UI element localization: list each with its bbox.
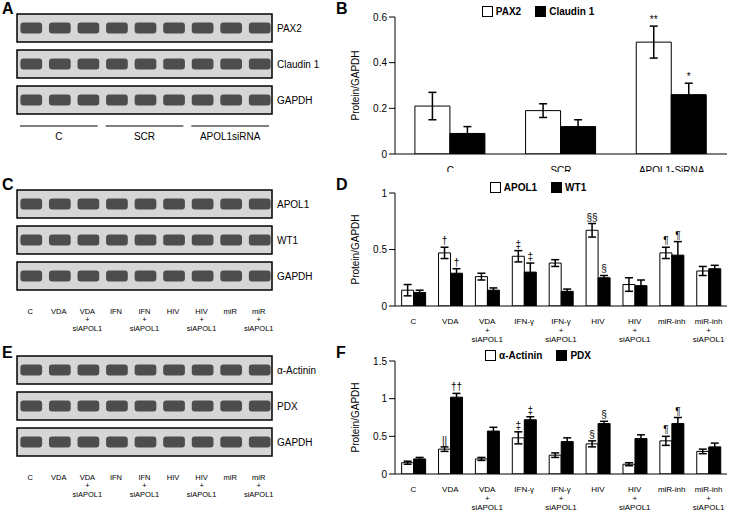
- html-text:APOL1: APOL1: [503, 182, 538, 193]
- svg-text:HIV: HIV: [167, 473, 180, 482]
- svg-text:IFN-γ+siAPOL1: IFN-γ+siAPOL1: [545, 317, 577, 344]
- svg-text:C: C: [411, 317, 417, 326]
- svg-text:APOL1-SiRNA: APOL1-SiRNA: [639, 165, 705, 172]
- svg-text:PAX2: PAX2: [277, 23, 302, 34]
- svg-text:0.2: 0.2: [373, 103, 387, 114]
- svg-text:||: ||: [442, 435, 447, 446]
- svg-text:miR+siAPOL1: miR+siAPOL1: [244, 307, 274, 333]
- svg-text:C: C: [447, 165, 454, 172]
- svg-text:HIV+siAPOL1: HIV+siAPOL1: [619, 317, 651, 344]
- svg-text:VDA+siAPOL1: VDA+siAPOL1: [73, 473, 103, 499]
- svg-text:IFN+siAPOL1: IFN+siAPOL1: [130, 307, 160, 333]
- svg-text:0.6: 0.6: [373, 12, 387, 23]
- svg-text:†: †: [454, 257, 460, 268]
- html-text:B: B: [336, 0, 348, 17]
- svg-text:PDX: PDX: [277, 401, 298, 412]
- svg-text:HIV: HIV: [167, 307, 180, 316]
- svg-text:‡: ‡: [528, 405, 534, 416]
- svg-text:§: §: [601, 263, 607, 274]
- svg-text:¶: ¶: [675, 406, 680, 417]
- svg-text:IFN-γ: IFN-γ: [514, 485, 534, 494]
- svg-text:‡: ‡: [516, 239, 522, 250]
- svg-text:0.5: 0.5: [373, 431, 387, 442]
- svg-text:SCR: SCR: [134, 131, 155, 142]
- svg-text:1: 1: [381, 188, 387, 199]
- svg-text:IFN: IFN: [110, 307, 122, 316]
- svg-text:1.5: 1.5: [373, 356, 387, 367]
- svg-text:0.5: 0.5: [373, 244, 387, 255]
- svg-text:‡: ‡: [516, 420, 522, 431]
- html-text:D: D: [336, 176, 348, 193]
- svg-text:miR+siAPOL1: miR+siAPOL1: [244, 473, 274, 499]
- svg-text:HIV+siAPOL1: HIV+siAPOL1: [619, 485, 651, 512]
- svg-text:Protein/GAPDH: Protein/GAPDH: [350, 382, 361, 452]
- svg-text:VDA+siAPOL1: VDA+siAPOL1: [471, 317, 503, 344]
- svg-text:††: ††: [451, 381, 462, 392]
- svg-text:HIV+siAPOL1: HIV+siAPOL1: [187, 473, 217, 499]
- svg-text:1: 1: [381, 393, 387, 404]
- html-text:α-Actinin: α-Actinin: [499, 350, 543, 361]
- html-text:A: A: [2, 0, 14, 17]
- svg-text:§§: §§: [587, 212, 598, 223]
- svg-text:C: C: [28, 473, 34, 482]
- svg-text:APOL1siRNA: APOL1siRNA: [200, 131, 261, 142]
- svg-text:α-Actinin: α-Actinin: [277, 365, 316, 376]
- svg-text:HIV+siAPOL1: HIV+siAPOL1: [187, 307, 217, 333]
- svg-text:IFN+siAPOL1: IFN+siAPOL1: [130, 473, 160, 499]
- svg-text:0.4: 0.4: [373, 57, 387, 68]
- svg-text:C: C: [28, 307, 34, 316]
- svg-text:HIV: HIV: [591, 317, 605, 326]
- html-text:WT1: WT1: [565, 182, 587, 193]
- svg-text:VDA+siAPOL1: VDA+siAPOL1: [471, 485, 503, 512]
- html-text:E: E: [2, 344, 13, 361]
- svg-text:*: *: [687, 71, 691, 82]
- svg-text:VDA: VDA: [51, 473, 66, 482]
- svg-text:SCR: SCR: [550, 165, 571, 172]
- svg-text:Protein/GAPDH: Protein/GAPDH: [350, 214, 361, 284]
- svg-text:0: 0: [381, 149, 387, 160]
- svg-text:Protein/GAPDH: Protein/GAPDH: [350, 50, 361, 120]
- svg-text:GAPDH: GAPDH: [277, 271, 313, 282]
- svg-text:C: C: [411, 485, 417, 494]
- svg-text:miR-inh+siAPOL1: miR-inh+siAPOL1: [693, 317, 725, 344]
- svg-text:VDA: VDA: [51, 307, 66, 316]
- svg-text:§: §: [589, 429, 595, 440]
- svg-text:**: **: [650, 14, 658, 25]
- svg-text:miR-inh: miR-inh: [658, 485, 686, 494]
- svg-text:0: 0: [381, 301, 387, 312]
- svg-text:IFN-γ+siAPOL1: IFN-γ+siAPOL1: [545, 485, 577, 512]
- html-text:PAX2: PAX2: [495, 6, 522, 17]
- svg-text:miR: miR: [223, 473, 237, 482]
- svg-text:†: †: [442, 235, 448, 246]
- svg-text:C: C: [55, 131, 62, 142]
- svg-text:miR: miR: [223, 307, 237, 316]
- svg-text:VDA: VDA: [442, 485, 459, 494]
- svg-text:¶: ¶: [675, 230, 680, 241]
- html-text:F: F: [336, 344, 346, 361]
- html-text:PDX: PDX: [570, 350, 591, 361]
- svg-text:0: 0: [381, 469, 387, 480]
- html-text:C: C: [2, 176, 14, 193]
- svg-text:miR-inh: miR-inh: [658, 317, 686, 326]
- svg-text:APOL1: APOL1: [277, 199, 310, 210]
- svg-text:IFN-γ: IFN-γ: [514, 317, 534, 326]
- svg-text:¶: ¶: [663, 424, 668, 435]
- svg-text:VDA+siAPOL1: VDA+siAPOL1: [73, 307, 103, 333]
- svg-text:VDA: VDA: [442, 317, 459, 326]
- svg-text:¶: ¶: [663, 235, 668, 246]
- svg-text:miR-inh+siAPOL1: miR-inh+siAPOL1: [693, 485, 725, 512]
- html-text:Claudin 1: Claudin 1: [549, 6, 595, 17]
- svg-text:HIV: HIV: [591, 485, 605, 494]
- svg-text:‡: ‡: [528, 251, 534, 262]
- svg-text:Claudin 1: Claudin 1: [277, 59, 320, 70]
- svg-text:GAPDH: GAPDH: [277, 437, 313, 448]
- svg-text:GAPDH: GAPDH: [277, 95, 313, 106]
- svg-text:§: §: [601, 409, 607, 420]
- svg-text:WT1: WT1: [277, 235, 299, 246]
- svg-text:IFN: IFN: [110, 473, 122, 482]
